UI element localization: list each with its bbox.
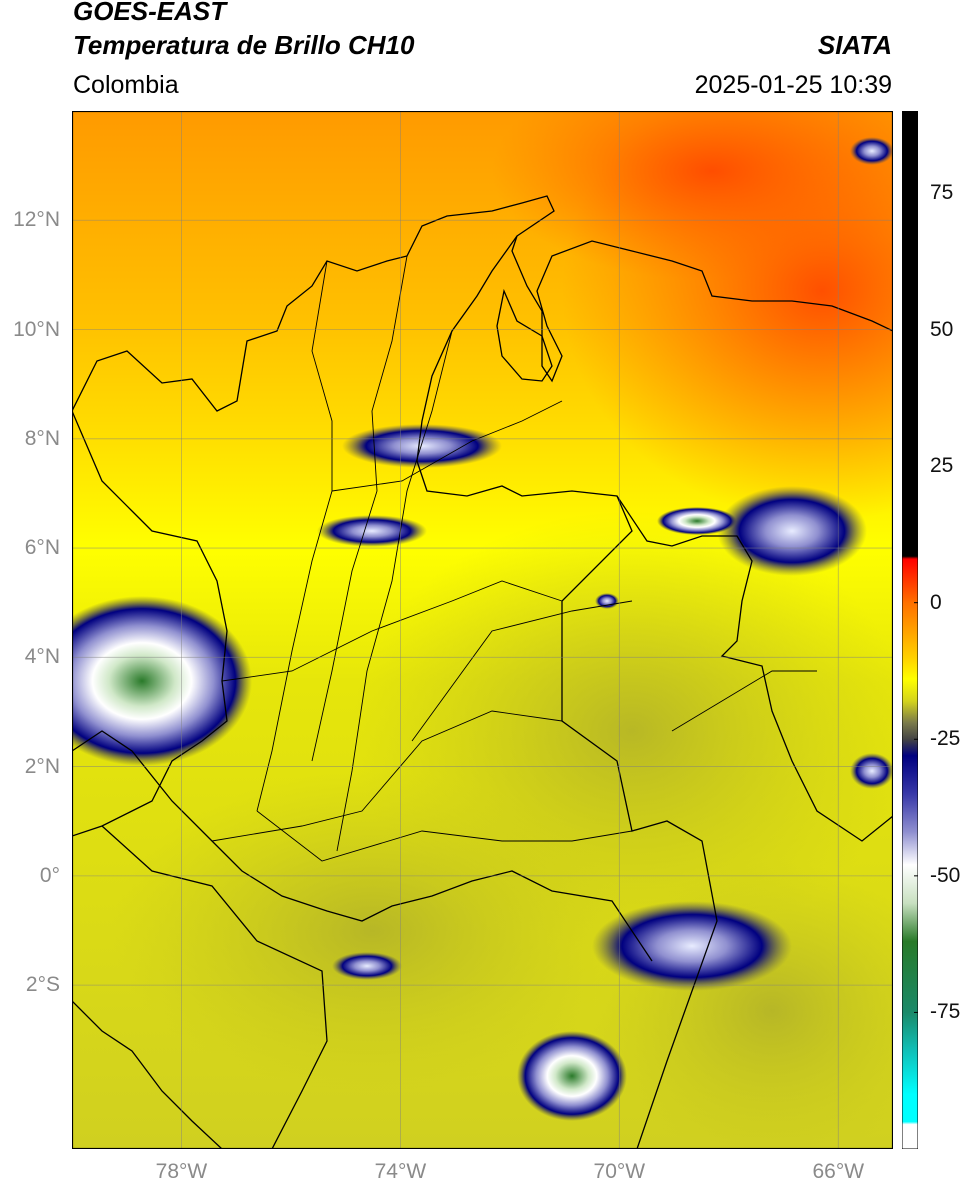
- colombia-venezuela-border: [416, 235, 893, 842]
- region-label: Colombia: [73, 71, 179, 99]
- department-line: [311, 255, 408, 762]
- colorbar: [902, 111, 918, 1149]
- peru-ecuador-border: [101, 825, 328, 1149]
- brightness-temperature-map: [72, 111, 893, 1149]
- cloud-cell-catatumbo: [342, 424, 502, 468]
- cloud-cell-guaviare: [595, 593, 619, 609]
- satellite-title: GOES-EAST: [73, 0, 227, 26]
- maracaibo-lake: [496, 288, 553, 382]
- colorbar-tick-label: 0: [930, 590, 942, 614]
- longitude-tick-label: 74°W: [374, 1160, 427, 1183]
- department-boundaries: [211, 255, 817, 862]
- warm-sea-zone: [492, 111, 893, 281]
- cloud-cell-venezuela-east: [717, 486, 867, 576]
- cloud-cell-amazon-southeast: [592, 901, 792, 991]
- cloud-cell-east-edge: [850, 753, 893, 789]
- cool-land-zone: [112, 771, 632, 1091]
- department-line: [331, 400, 563, 492]
- latitude-tick-label: 8°N: [24, 426, 60, 450]
- longitude-tick-label: 70°W: [593, 1160, 646, 1183]
- cloud-cell-venezuela: [657, 507, 737, 535]
- cloud-cell-putumayo: [332, 952, 402, 980]
- agency-label: SIATA: [817, 30, 892, 60]
- cloud-cell-amazon-south: [517, 1031, 627, 1121]
- product-title: Temperatura de Brillo CH10: [73, 30, 415, 60]
- map-frame: [72, 111, 893, 1149]
- department-line: [221, 580, 563, 682]
- latitude-tick-label: 12°N: [13, 208, 60, 232]
- latitude-tick-label: 0°: [39, 863, 60, 887]
- cloud-cell-pacific: [72, 596, 252, 766]
- colorbar-tick-label: 25: [930, 454, 954, 478]
- latitude-tick-label: 2°S: [25, 973, 60, 997]
- caribbean-coast: [72, 195, 893, 412]
- datetime-label: 2025-01-25 10:39: [694, 71, 892, 99]
- borders: [72, 195, 893, 1149]
- colombia-peru-border: [72, 730, 653, 962]
- cloud-cell-caribbean: [850, 137, 893, 165]
- longitude-tick-label: 78°W: [155, 1160, 208, 1183]
- latitude-tick-label: 2°N: [24, 754, 60, 778]
- department-line: [336, 330, 453, 852]
- department-line: [256, 810, 633, 862]
- latitude-tick-label: 10°N: [13, 317, 60, 341]
- department-line: [671, 670, 817, 732]
- longitude-tick-label: 66°W: [812, 1160, 865, 1183]
- latitude-tick-label: 6°N: [24, 536, 60, 560]
- colorbar-tick-label: 50: [930, 317, 954, 341]
- department-line: [211, 710, 563, 842]
- latitude-tick-label: 4°N: [24, 645, 60, 669]
- cloud-cell-catatumbo-south: [317, 515, 427, 547]
- ecuador-peru-coast: [72, 1000, 223, 1149]
- colorbar-tick-label: -25: [930, 727, 961, 751]
- colorbar-tick-label: -75: [930, 1000, 961, 1024]
- department-line: [411, 600, 633, 742]
- department-line: [256, 260, 333, 812]
- colorbar-tick-label: 75: [930, 180, 954, 204]
- colorbar-tick-label: -50: [930, 863, 961, 887]
- graticule: [72, 111, 893, 1149]
